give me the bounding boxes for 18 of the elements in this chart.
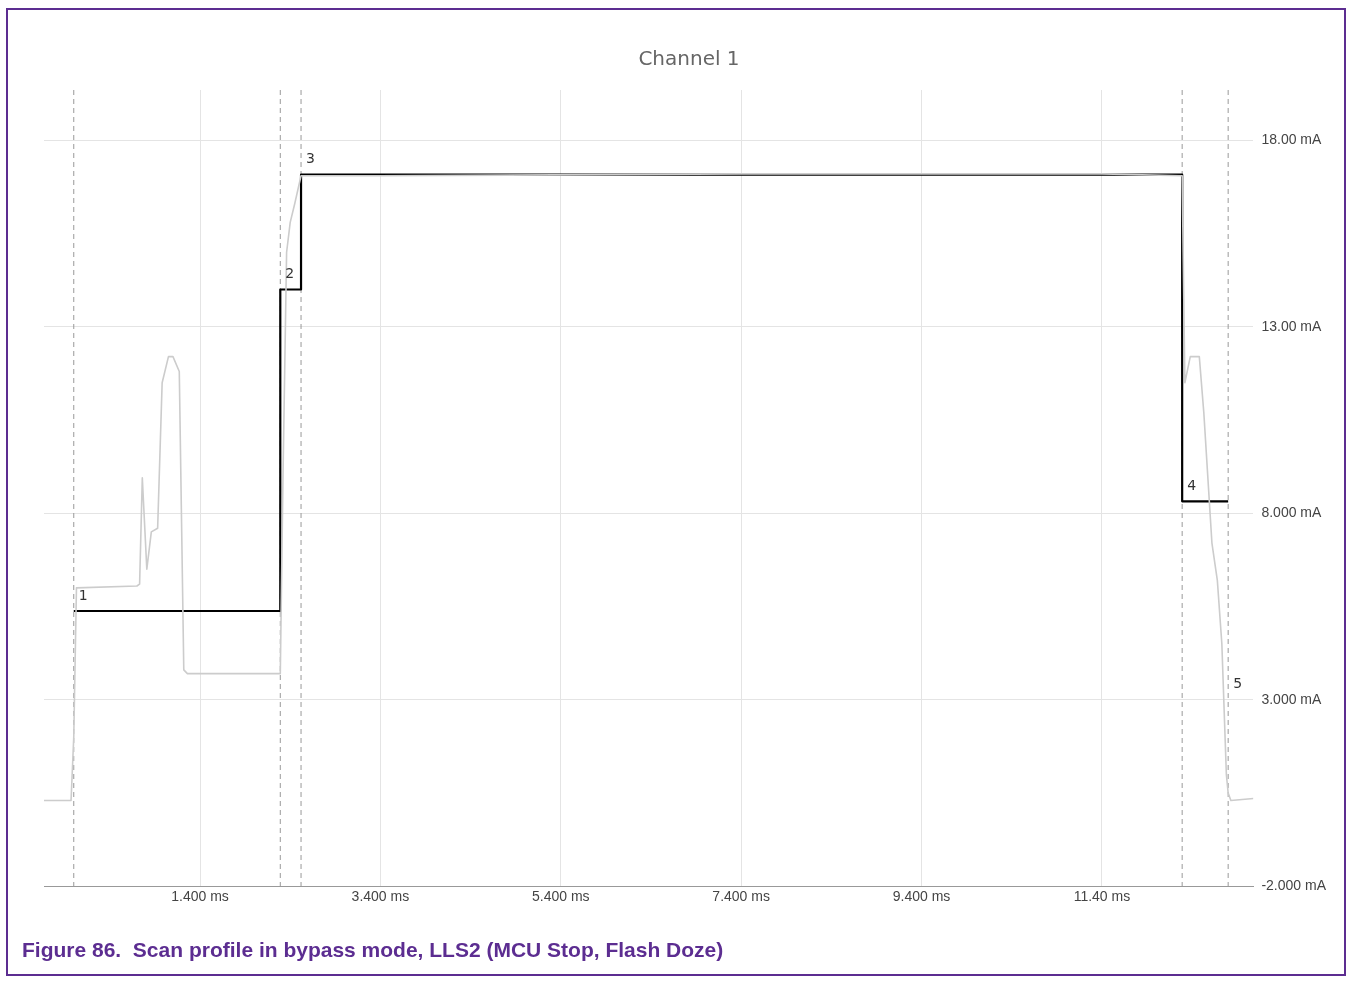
y-tick-label: 13.00 mA (1261, 317, 1322, 334)
chart-title: Channel 1 (638, 46, 740, 71)
caption: Figure 86. Scan profile in bypass mode, LLS2 (MCU Stop, Flash Doze) (22, 938, 724, 962)
x-tick-label: 1.400 ms (171, 888, 229, 905)
y-tick-label: 8.000 mA (1261, 504, 1322, 521)
x-tick-label: 5.400 ms (531, 888, 590, 905)
annotation: 3 (306, 150, 315, 167)
annotation: 5 (1233, 675, 1243, 692)
x-tick-label: 9.400 ms (892, 888, 951, 905)
annotation: 4 (1187, 476, 1197, 493)
y-tick-label: -2.000 mA (1261, 877, 1327, 894)
annotation: 1 (78, 586, 88, 603)
y-tick-label: 3.000 mA (1261, 690, 1322, 707)
y-tick-label: 18.00 mA (1261, 131, 1322, 148)
x-tick-label: 3.400 ms (351, 888, 410, 905)
x-tick-label: 11.40 ms (1073, 888, 1131, 905)
x-tick-label: 7.400 ms (712, 888, 770, 905)
annotation: 2 (285, 265, 295, 282)
